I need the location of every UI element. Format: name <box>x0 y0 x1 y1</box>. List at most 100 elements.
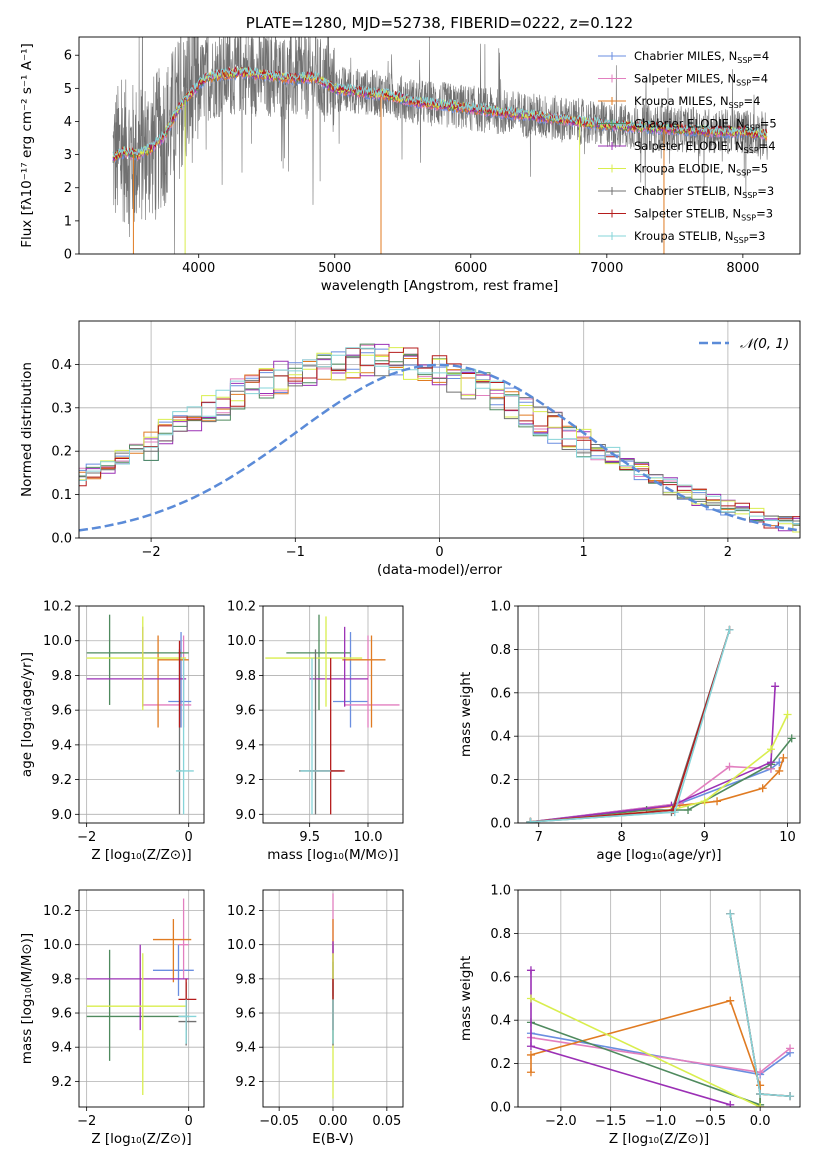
z-age-ytick-label: 10.2 <box>43 600 72 615</box>
legend-label-sub: SSP <box>736 169 751 178</box>
legend-label: Chabrier STELIB, NSSP=3 <box>634 184 774 200</box>
z-weight-ytick-label: 0.0 <box>490 1101 511 1116</box>
z-age-ytick-label: 9.0 <box>51 808 72 823</box>
mass-age-plot-area <box>265 614 400 815</box>
residuals-ytick-label: 0.0 <box>51 532 72 547</box>
age-weight-ytick-label: 1.0 <box>490 600 511 615</box>
z-weight-marker-salpeter_elodie <box>526 1042 535 1051</box>
z-age-ytick-label: 9.8 <box>51 669 72 684</box>
legend-label-sub: SSP <box>737 56 752 65</box>
age-weight-marker-kroupa_elodie <box>766 745 775 754</box>
legend-label-text: Chabrier MILES, N <box>634 49 737 63</box>
z-age-ytick-label: 9.4 <box>51 738 72 753</box>
mass-age-xlabel: mass [log₁₀(M/M⊙)] <box>267 847 398 863</box>
age-weight-marker-kroupa_stelib <box>725 625 734 634</box>
residuals-ytick-label: 0.3 <box>51 401 72 416</box>
spectrum-ytick-label: 4 <box>64 115 72 130</box>
z-mass-xtick-label: −2 <box>77 1114 96 1129</box>
z-age-xlabel: Z [log₁₀(Z/Z⊙)] <box>91 847 191 863</box>
z-weight-marker-kroupa_stelib <box>756 1089 765 1098</box>
age-weight-xtick-label: 8 <box>618 830 626 845</box>
residuals-ylabel: Normed distribution <box>19 362 35 497</box>
age-weight-marker-kroupa_miles <box>713 797 722 806</box>
legend-label-sub: SSP <box>742 191 757 200</box>
z-mass-ytick-label: 9.2 <box>51 1075 72 1090</box>
ebv-mass-ytick-label: 9.8 <box>235 972 256 987</box>
age-weight-marker-kroupa_stelib <box>670 808 679 817</box>
legend-label-sub: SSP <box>734 236 749 245</box>
ebv-mass-ytick-label: 9.6 <box>235 1007 256 1022</box>
spectrum-xtick-label: 8000 <box>726 261 759 276</box>
z-weight-xtick-label: −1.5 <box>595 1114 627 1129</box>
spectrum-xtick-label: 6000 <box>454 261 487 276</box>
spectrum-ytick-label: 6 <box>64 49 72 64</box>
legend-label-text: Kroupa ELODIE, N <box>634 162 736 176</box>
ebv-mass-ytick-label: 9.4 <box>235 1041 256 1056</box>
z-mass-ytick-label: 9.6 <box>51 1007 72 1022</box>
legend-label-sub: SSP <box>745 124 760 133</box>
legend-label-sub: SSP <box>729 101 744 110</box>
mass-age-ytick-label: 9.6 <box>235 704 256 719</box>
z-mass-xlabel: Z [log₁₀(Z/Z⊙)] <box>91 1131 191 1147</box>
legend-label: Chabrier ELODIE, NSSP=5 <box>634 117 777 133</box>
spectrum-ylabel: Flux [fλ10⁻¹⁷ erg cm⁻² s⁻¹ A⁻¹] <box>19 43 35 248</box>
age-weight-ytick-label: 0.0 <box>490 817 511 832</box>
z-weight-marker-salpeter_elodie <box>526 966 535 975</box>
age-weight-ytick-label: 0.2 <box>490 773 511 788</box>
mass-age-ytick-label: 10.2 <box>227 600 256 615</box>
legend-label-suffix: =4 <box>744 94 761 108</box>
age-weight-ytick-label: 0.6 <box>490 686 511 701</box>
z-mass-ytick-label: 10.0 <box>43 938 72 953</box>
age-weight-ytick-label: 0.4 <box>490 730 511 745</box>
spectrum-ytick-label: 3 <box>64 148 72 163</box>
age-weight-ylabel: mass weight <box>458 672 474 757</box>
residuals-panel: −2 −1 0 1 2 0.0 0.1 0.2 0.3 0.4 (data-model)/error… <box>19 320 801 578</box>
z-weight-ytick-label: 0.8 <box>490 927 511 942</box>
age-weight-line-chabrier_elodie <box>530 737 793 823</box>
residual-hist-salpeter_miles <box>79 344 800 527</box>
legend-label-suffix: =4 <box>759 139 776 153</box>
legend-label-sub: SSP <box>744 146 759 155</box>
age-weight-marker-salpeter_elodie <box>766 758 775 767</box>
residuals-xtick-label: −1 <box>286 545 305 560</box>
residuals-ytick-label: 0.4 <box>51 358 72 373</box>
legend-label-text: Salpeter MILES, N <box>634 72 736 86</box>
spectrum-xtick-label: 5000 <box>318 261 351 276</box>
normal-curve <box>79 363 800 532</box>
ebv-mass-ytick-label: 10.2 <box>227 904 256 919</box>
z-age-frame <box>78 605 205 824</box>
mass-age-ytick-label: 9.4 <box>235 738 256 753</box>
z-weight-xtick-label: −1.0 <box>645 1114 677 1129</box>
spectrum-ytick-label: 0 <box>64 248 72 263</box>
z-weight-marker-kroupa_miles <box>526 1068 535 1077</box>
ebv-mass-xtick-label: 0.05 <box>372 1114 401 1129</box>
z-weight-ytick-label: 0.4 <box>490 1014 511 1029</box>
legend-label-suffix: =3 <box>749 229 766 243</box>
legend-label-sub: SSP <box>736 79 751 88</box>
z-weight-xtick-label: 0.0 <box>750 1114 771 1129</box>
ebv-mass-xlabel: E(B-V) <box>312 1131 354 1147</box>
legend-label-suffix: =3 <box>756 207 773 221</box>
z-weight-ytick-label: 0.2 <box>490 1057 511 1072</box>
spectrum-model-kroupa_stelib <box>112 66 768 158</box>
legend-label-text: Salpeter ELODIE, N <box>634 139 744 153</box>
residuals-xtick-label: 1 <box>580 545 588 560</box>
legend-label: Salpeter MILES, NSSP=4 <box>634 72 768 88</box>
spectrum-ytick-label: 2 <box>64 181 72 196</box>
age-weight-frame <box>517 605 801 824</box>
spectrum-frame <box>78 36 801 255</box>
z-age-ylabel: age [log₁₀(age/yr)] <box>19 652 35 777</box>
z-weight-marker-salpeter_miles <box>786 1044 795 1053</box>
mass-age-ytick-label: 9.8 <box>235 669 256 684</box>
legend-label: Kroupa ELODIE, NSSP=5 <box>634 162 768 178</box>
residual-hist-salpeter_elodie <box>79 343 800 532</box>
z-weight-ylabel: mass weight <box>458 956 474 1041</box>
residuals-plot-area <box>79 343 800 533</box>
legend-label-suffix: =4 <box>752 49 769 63</box>
z-weight-marker-kroupa_stelib <box>726 909 735 918</box>
spectrum-ytick-label: 1 <box>64 214 72 229</box>
z-mass-panel: −2 0 9.2 9.4 9.6 9.8 10.0 10.2 Z [log₁₀(Z/Z⊙)] ma… <box>19 889 205 1147</box>
legend-label-sub: SSP <box>741 214 756 223</box>
legend-label-suffix: =5 <box>751 162 768 176</box>
z-weight-marker-kroupa_miles <box>726 996 735 1005</box>
